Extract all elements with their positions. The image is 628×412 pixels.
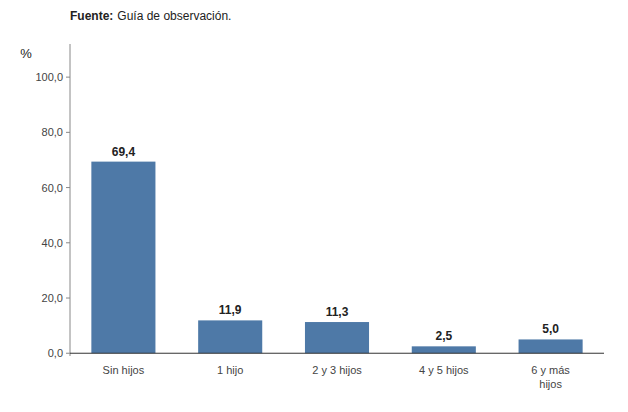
y-axis-label: % — [20, 46, 32, 61]
bar — [91, 162, 155, 354]
y-tick — [66, 242, 70, 243]
bars — [91, 162, 582, 354]
y-tick-label: 80,0 — [42, 126, 63, 138]
data-label: 2,5 — [435, 329, 452, 343]
data-label: 11,9 — [219, 303, 242, 317]
chart: Fuente: Guía de observación. 0,0 20,0 40,0 60… — [0, 0, 628, 412]
y-tick-label: 60,0 — [42, 182, 63, 194]
y-tick — [66, 187, 70, 188]
x-tick-label: 6 y más hijos — [531, 364, 570, 390]
x-tick-label: 2 y 3 hijos — [312, 364, 362, 376]
y-tick-label: 0,0 — [48, 347, 63, 359]
bar — [198, 320, 262, 353]
x-tick-label-line: 6 y más — [531, 364, 570, 376]
x-tick-label-line: 2 y 3 hijos — [312, 364, 362, 376]
y-tick-label: 100,0 — [35, 71, 63, 83]
y-tick-label: 40,0 — [42, 237, 63, 249]
y-tick — [66, 298, 70, 299]
y-axis: 0,0 20,0 40,0 60,0 80,0 100,0 — [35, 44, 70, 359]
x-tick-label-line: hijos — [539, 378, 562, 390]
source-label: Fuente: — [70, 9, 113, 23]
data-label: 5,0 — [542, 322, 559, 336]
source: Fuente: Guía de observación. — [70, 9, 231, 23]
data-label: 11,3 — [326, 305, 349, 319]
y-axis-line — [70, 44, 71, 356]
bar — [305, 322, 369, 353]
bar — [412, 346, 476, 353]
x-tick-label-line: 1 hijo — [217, 364, 243, 376]
baseline — [70, 353, 604, 354]
x-tick-label: 1 hijo — [217, 364, 243, 376]
bar — [519, 339, 583, 353]
x-tick-label-line: 4 y 5 hijos — [419, 364, 469, 376]
y-tick — [66, 353, 70, 354]
x-tick-label-line: Sin hijos — [103, 364, 145, 376]
y-tick — [66, 132, 70, 133]
data-label: 69,4 — [112, 145, 136, 159]
x-tick-label: 4 y 5 hijos — [419, 364, 469, 376]
y-tick — [66, 77, 70, 78]
source-text: Guía de observación. — [117, 9, 231, 23]
y-tick-label: 20,0 — [42, 292, 63, 304]
x-tick-label: Sin hijos — [103, 364, 145, 376]
